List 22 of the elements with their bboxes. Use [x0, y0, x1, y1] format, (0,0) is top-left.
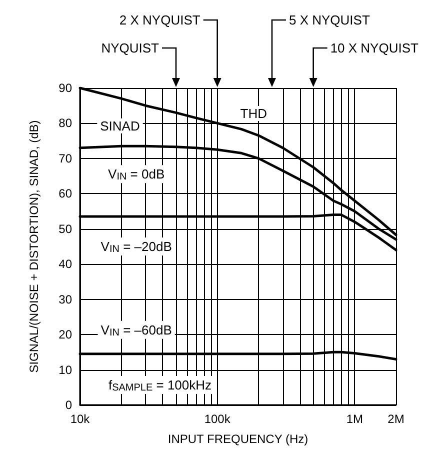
- y-tick-label: 70: [58, 151, 72, 166]
- y-tick-label: 80: [58, 116, 72, 130]
- x-tick-label: 1M: [346, 412, 363, 426]
- x-tick-label: 2M: [388, 412, 404, 426]
- y-tick-label: 40: [58, 257, 72, 272]
- y-tick-label: 90: [58, 81, 72, 95]
- ref-line-label: 10 X NYQUIST: [330, 40, 419, 56]
- x-axis-title: INPUT FREQUENCY (Hz): [168, 432, 308, 446]
- y-tick-label: 0: [65, 398, 72, 412]
- y-tick-label: 50: [58, 222, 72, 236]
- x-tick-label: 10k: [70, 412, 91, 426]
- y-axis-title: SIGNAL/(NOISE + DISTORTION), SINAD, (dB): [27, 120, 41, 373]
- ref-line-label: NYQUIST: [101, 40, 160, 56]
- x-tick-label: 100k: [204, 412, 232, 426]
- y-tick-label: 10: [58, 362, 72, 377]
- y-tick-label: 20: [58, 328, 72, 342]
- ref-line-label: 2 X NYQUIST: [119, 12, 200, 28]
- series-label: THD: [240, 106, 268, 122]
- annotation: SINAD: [100, 118, 140, 134]
- y-tick-label: 60: [58, 186, 72, 201]
- ref-line-label: 5 X NYQUIST: [288, 12, 370, 28]
- y-tick-label: 30: [58, 292, 72, 306]
